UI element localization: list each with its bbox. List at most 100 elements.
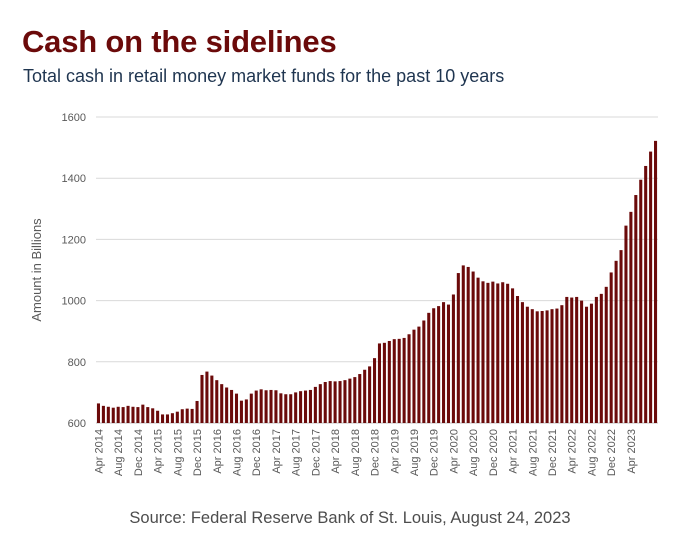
x-tick-label: Aug 2015	[172, 429, 184, 476]
bar	[205, 371, 209, 423]
x-tick-label: Dec 2015	[192, 429, 204, 476]
bar	[363, 369, 367, 423]
bar	[520, 302, 524, 423]
bar	[639, 179, 643, 423]
bar	[313, 386, 317, 423]
bar	[373, 358, 377, 423]
bar	[604, 286, 608, 423]
bar	[220, 384, 224, 423]
bar	[466, 266, 470, 423]
bar	[289, 394, 293, 423]
bar	[382, 342, 386, 423]
bar	[560, 305, 564, 423]
bar	[412, 329, 416, 423]
x-axis-ticks: Apr 2014 Aug 2014 Dec 2014 Apr 2015 Aug 2015…	[93, 429, 637, 476]
bar	[540, 311, 544, 423]
bar	[491, 281, 495, 423]
bar	[185, 408, 189, 423]
x-tick-label: Apr 2021	[508, 429, 520, 474]
bar	[200, 374, 204, 423]
y-axis-title: Amount in Billions	[29, 218, 44, 322]
bar	[116, 406, 120, 423]
bar	[397, 338, 401, 423]
bar	[249, 393, 253, 423]
bar	[358, 374, 362, 423]
bar	[417, 326, 421, 423]
bar	[432, 308, 436, 423]
x-tick-label: Apr 2014	[93, 429, 105, 474]
bars	[96, 140, 658, 423]
x-tick-label: Dec 2017	[310, 429, 322, 476]
bar	[545, 310, 549, 423]
bar	[96, 403, 100, 423]
bar	[190, 408, 194, 423]
source-note: Source: Federal Reserve Bank of St. Loui…	[129, 509, 571, 527]
bar	[225, 387, 229, 423]
bar	[654, 140, 658, 423]
bar	[303, 390, 308, 423]
bar	[594, 296, 598, 423]
bar	[308, 389, 312, 423]
bar	[624, 225, 628, 423]
bar	[368, 366, 372, 423]
bar	[274, 390, 278, 423]
x-tick-label: Aug 2016	[232, 429, 244, 476]
bar	[146, 407, 150, 423]
bar	[407, 334, 411, 423]
bar	[210, 375, 214, 423]
bar	[570, 297, 574, 423]
y-tick-label: 800	[68, 357, 86, 369]
x-tick-label: Aug 2014	[113, 429, 125, 476]
gridlines	[96, 116, 658, 424]
bar	[614, 260, 618, 423]
bar	[530, 309, 534, 423]
bar	[402, 337, 406, 423]
bar	[165, 414, 170, 423]
bar	[151, 408, 155, 423]
x-tick-label: Aug 2017	[291, 429, 303, 476]
bar	[496, 283, 500, 423]
bar	[323, 382, 327, 423]
bar	[175, 411, 179, 423]
y-tick-label: 1400	[62, 173, 86, 185]
bar	[215, 380, 219, 423]
bar	[180, 409, 184, 423]
bar	[170, 413, 174, 423]
bar	[259, 389, 263, 423]
bar	[471, 271, 475, 423]
bar	[269, 389, 273, 423]
bar	[387, 340, 391, 423]
bar	[126, 405, 130, 423]
bar	[136, 407, 140, 423]
bar	[580, 300, 584, 423]
bar	[377, 343, 381, 423]
x-tick-label: Aug 2022	[586, 429, 598, 476]
bar	[343, 380, 347, 423]
bar	[353, 377, 357, 423]
chart-subtitle: Total cash in retail money market funds …	[23, 66, 505, 86]
bar	[106, 406, 110, 423]
bar	[111, 407, 115, 423]
bar	[506, 283, 510, 423]
bar	[338, 381, 342, 423]
bar	[525, 306, 529, 423]
bar	[501, 282, 505, 423]
bar	[584, 306, 589, 423]
bar	[264, 390, 268, 423]
bar	[284, 394, 288, 423]
bar	[239, 400, 243, 423]
bar	[486, 282, 490, 423]
bar	[619, 250, 623, 423]
bar	[131, 406, 135, 423]
bar	[481, 281, 485, 423]
x-tick-label: Dec 2020	[488, 429, 500, 476]
x-tick-label: Dec 2019	[429, 429, 441, 476]
bar	[634, 195, 638, 423]
x-tick-label: Apr 2016	[212, 429, 224, 474]
bar	[230, 389, 234, 423]
bar	[348, 378, 352, 423]
bar	[649, 151, 653, 423]
bar	[254, 390, 258, 423]
bar	[609, 272, 613, 423]
bar	[437, 306, 441, 423]
